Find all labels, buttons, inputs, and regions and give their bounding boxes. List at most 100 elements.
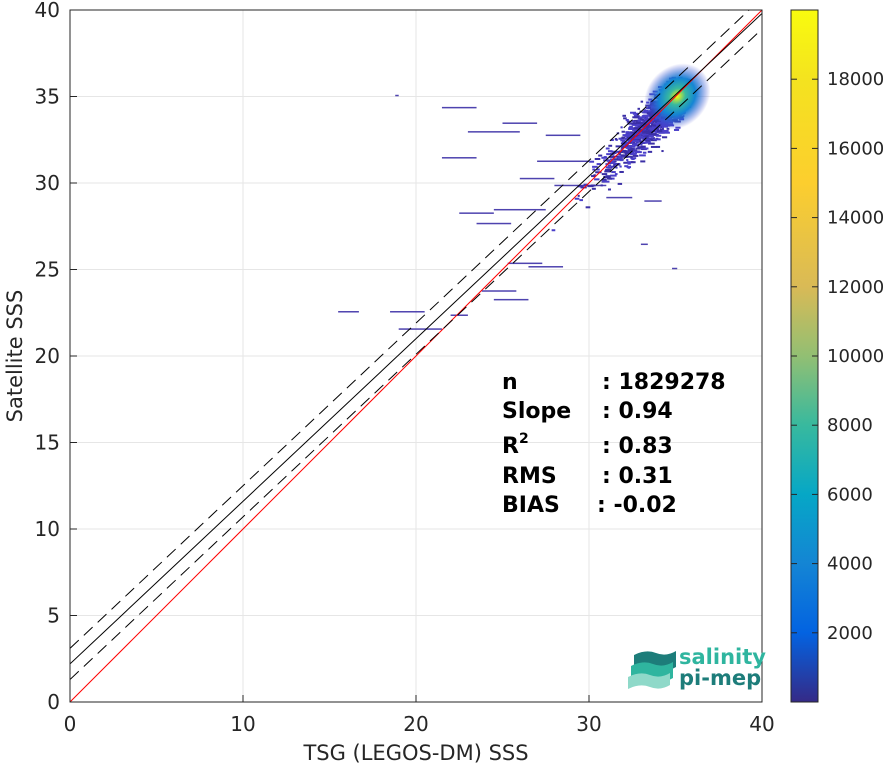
density-cell	[632, 129, 638, 132]
stat-value-slope: : 0.94	[602, 399, 673, 424]
density-cell	[639, 154, 646, 157]
density-cell	[629, 136, 637, 139]
density-cell	[635, 144, 640, 147]
stat-label-n: n	[502, 370, 518, 395]
density-streak	[398, 328, 442, 330]
density-cell	[625, 141, 630, 144]
density-streak	[395, 94, 399, 97]
density-cell	[625, 119, 629, 122]
density-cell	[632, 141, 636, 144]
density-streak	[467, 131, 520, 133]
regression-lines	[70, 10, 762, 702]
density-cell	[645, 126, 650, 129]
density-cell	[642, 111, 649, 114]
density-cell	[646, 132, 653, 135]
density-cell	[631, 123, 637, 126]
density-cell	[634, 133, 637, 136]
density-cell	[611, 171, 616, 174]
density-cell	[637, 115, 640, 118]
density-streak	[450, 314, 468, 316]
stat-label-slope: Slope	[502, 399, 571, 424]
density-cell	[601, 173, 608, 176]
density-cell	[611, 177, 615, 180]
density-cell	[604, 170, 611, 173]
density-cell	[661, 150, 664, 153]
density-cell	[643, 147, 649, 150]
y-axis-ticks: 0 5 10 15 20 25 30 35 40	[35, 0, 77, 714]
density-cell	[620, 154, 628, 157]
density-cell	[594, 157, 601, 160]
density-cell	[615, 166, 618, 169]
density-cell	[625, 132, 628, 135]
density-streak	[640, 243, 648, 246]
y-axis-label: Satellite SSS	[3, 290, 27, 423]
y-tick-label: 15	[35, 431, 60, 455]
density-cell	[642, 127, 649, 130]
density-cell	[637, 146, 644, 149]
density-cell	[615, 145, 622, 148]
colorbar-tick-label: 10000	[827, 346, 884, 367]
density-cell	[619, 170, 624, 173]
density-cell	[618, 137, 622, 140]
density-cell	[598, 154, 603, 157]
density-cell	[626, 159, 629, 162]
density-cell	[614, 138, 618, 141]
density-cell	[642, 133, 648, 136]
density-cell	[642, 151, 647, 154]
density-cell	[640, 160, 646, 163]
density-streak	[493, 208, 546, 211]
density-cell	[591, 175, 596, 178]
colorbar-tick-label: 14000	[827, 208, 884, 229]
density-cell	[642, 116, 649, 119]
density-cell	[629, 137, 635, 140]
density-cell	[626, 166, 632, 169]
density-cell	[645, 128, 649, 131]
density-core	[644, 63, 711, 130]
density-cell	[605, 147, 610, 150]
density-cell	[594, 178, 600, 181]
colorbar-ticks: 2000 4000 6000 8000 10000 12000 14000 16000 1800…	[791, 69, 884, 644]
density-cell	[644, 121, 650, 124]
y-tick-label: 20	[35, 344, 60, 368]
density-streak	[338, 311, 359, 313]
density-streak	[476, 222, 512, 225]
line-fit	[70, 13, 762, 665]
density-cell	[610, 162, 616, 165]
y-tick-label: 35	[35, 85, 60, 109]
density-cell	[656, 145, 661, 148]
density-cell	[637, 126, 642, 129]
density-cell	[624, 134, 631, 137]
x-tick-label: 40	[749, 712, 774, 736]
colorbar-tick-label: 18000	[827, 69, 884, 90]
density-cell	[634, 144, 637, 147]
density-cell	[628, 126, 634, 129]
y-tick-label: 10	[35, 517, 60, 541]
stat-value-r2: : 0.83	[602, 434, 673, 459]
density-cell	[643, 117, 646, 120]
density-cell	[637, 143, 643, 146]
density-cell	[655, 133, 658, 136]
density-cell	[621, 136, 626, 139]
density-cell	[644, 135, 649, 138]
y-tick-label: 30	[35, 171, 60, 195]
density-cell	[577, 185, 584, 188]
density-streak	[519, 177, 555, 180]
density-cell	[610, 139, 614, 142]
density-streak	[502, 122, 538, 124]
density-cell	[622, 149, 627, 152]
density-cell	[580, 186, 587, 189]
density-cell	[648, 141, 651, 144]
stat-value-rms: : 0.31	[602, 464, 673, 489]
stat-label-r-sup: 2	[519, 431, 529, 447]
density-cell	[634, 116, 638, 119]
density-cell	[604, 156, 607, 159]
density-streak	[545, 134, 581, 137]
density-cell	[613, 158, 618, 161]
density-cell	[630, 152, 636, 155]
density-cell	[649, 128, 654, 131]
density-cell	[633, 127, 640, 130]
density-cell	[650, 139, 657, 142]
density-cell	[664, 131, 670, 134]
density-cell	[585, 206, 591, 209]
